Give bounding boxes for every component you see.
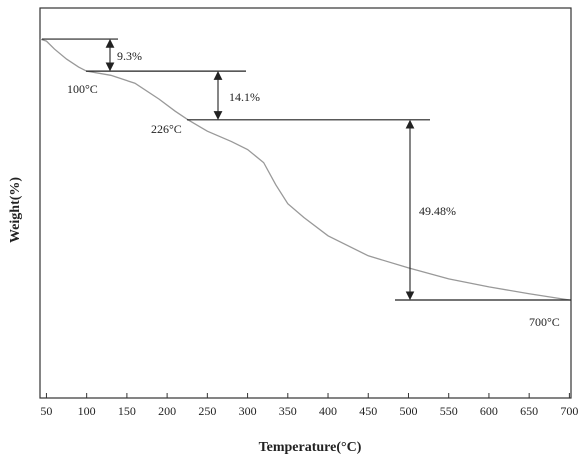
annotation: 14.1%	[229, 90, 260, 104]
annotation: 700°C	[529, 315, 560, 329]
x-tick-label: 50	[40, 404, 52, 418]
tga-curve	[39, 38, 570, 301]
y-axis-title: Weight(%)	[8, 177, 23, 243]
annotation: 100°C	[67, 82, 98, 96]
x-tick-label: 250	[198, 404, 216, 418]
x-tick-label: 500	[399, 404, 417, 418]
x-tick-label: 700	[560, 404, 578, 418]
x-tick-label: 450	[359, 404, 377, 418]
annotation: 226°C	[151, 122, 182, 136]
x-axis-title: Temperature(°C)	[259, 440, 362, 455]
annotation: 9.3%	[117, 49, 142, 63]
x-tick-label: 150	[118, 404, 136, 418]
x-tick-label: 550	[440, 404, 458, 418]
x-tick-label: 600	[480, 404, 498, 418]
plot-frame	[39, 7, 572, 399]
x-tick-label: 300	[239, 404, 257, 418]
x-tick-label: 350	[279, 404, 297, 418]
annotation: 49.48%	[419, 204, 456, 218]
x-tick-label: 200	[158, 404, 176, 418]
x-tick-label: 100	[78, 404, 96, 418]
x-tick-label: 650	[520, 404, 538, 418]
x-tick-label: 400	[319, 404, 337, 418]
